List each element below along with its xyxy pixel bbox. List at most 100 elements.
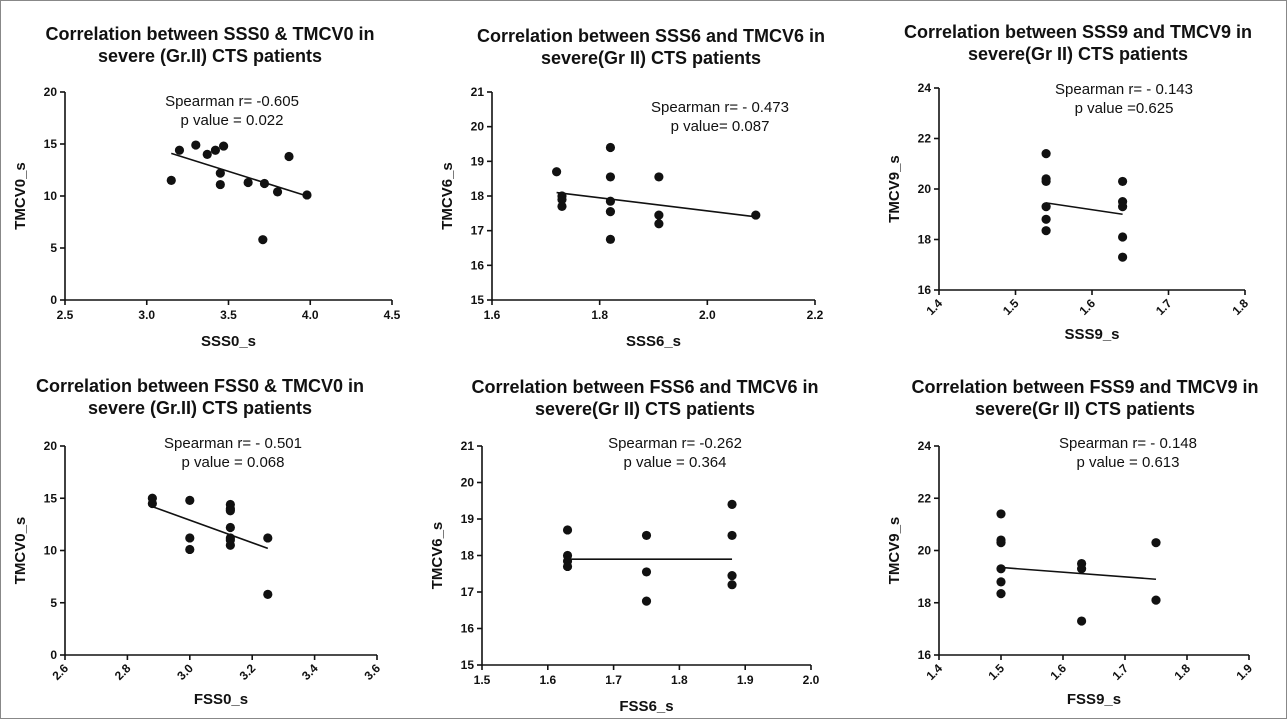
- data-point: [263, 589, 273, 599]
- x-tick-label: 1.5: [985, 661, 1007, 683]
- data-point: [557, 194, 567, 205]
- data-point: [191, 140, 201, 150]
- x-tick-label: 3.0: [138, 308, 155, 322]
- x-axis-label: SSS0_s: [201, 333, 256, 350]
- data-point: [225, 506, 235, 516]
- data-point: [1077, 564, 1087, 574]
- data-point: [641, 596, 652, 606]
- data-point: [996, 589, 1006, 599]
- chart-title-line: severe (Gr.II) CTS patients: [98, 46, 322, 66]
- y-tick-label: 21: [461, 439, 475, 453]
- chart-title-line: Correlation between SSS6 and TMCV6 in: [477, 26, 825, 46]
- stat-annotation: Spearman r= - 0.473: [651, 99, 789, 116]
- x-axis-label: SSS9_s: [1064, 326, 1119, 343]
- data-point: [258, 235, 268, 245]
- data-point: [1041, 202, 1051, 212]
- data-point: [727, 580, 737, 590]
- x-tick-label: 1.5: [1000, 296, 1022, 318]
- x-tick-label: 1.8: [671, 673, 688, 687]
- data-point: [727, 530, 737, 541]
- data-point: [1151, 538, 1161, 548]
- data-point: [1151, 595, 1161, 605]
- data-point: [210, 145, 221, 155]
- x-tick-label: 2.2: [807, 308, 824, 322]
- data-point: [1041, 214, 1051, 224]
- y-tick-label: 22: [918, 491, 932, 505]
- chart-panel-1: Correlation between SSS0 & TMCV0 insever…: [12, 24, 401, 350]
- stat-annotation: p value = 0.364: [623, 454, 726, 471]
- x-tick-label: 1.7: [1153, 296, 1175, 318]
- chart-panel-3: Correlation between SSS9 and TMCV9 insev…: [886, 22, 1252, 343]
- chart-title-line: severe(Gr II) CTS patients: [535, 399, 755, 419]
- x-tick-label: 1.8: [1171, 661, 1193, 683]
- data-point: [654, 172, 664, 182]
- y-tick-label: 18: [471, 189, 485, 203]
- data-point: [225, 522, 235, 533]
- y-tick-label: 16: [461, 622, 475, 636]
- data-point: [1041, 226, 1051, 236]
- data-point: [284, 151, 294, 162]
- data-point: [225, 540, 235, 550]
- x-tick-label: 2.6: [49, 661, 71, 683]
- data-point: [1118, 252, 1128, 262]
- chart-panel-6: Correlation between FSS9 and TMCV9 insev…: [886, 377, 1259, 708]
- data-point: [272, 187, 283, 197]
- chart-title-line: Correlation between FSS9 and TMCV9 in: [911, 377, 1258, 397]
- x-tick-label: 1.7: [1109, 661, 1131, 683]
- x-tick-label: 3.6: [361, 661, 383, 683]
- y-tick-label: 20: [461, 476, 475, 490]
- y-tick-label: 17: [471, 224, 485, 238]
- data-point: [996, 564, 1006, 574]
- x-tick-label: 1.6: [539, 673, 556, 687]
- data-point: [1118, 176, 1128, 187]
- data-point: [727, 570, 737, 581]
- chart-title-line: Correlation between FSS6 and TMCV6 in: [471, 377, 818, 397]
- x-tick-label: 4.5: [384, 308, 401, 322]
- y-tick-label: 20: [44, 439, 58, 453]
- data-point: [218, 141, 229, 151]
- data-point: [996, 509, 1006, 519]
- y-tick-label: 24: [918, 439, 932, 453]
- data-point: [1041, 176, 1051, 187]
- x-tick-label: 2.8: [112, 661, 134, 683]
- chart-title-line: Correlation between FSS0 & TMCV0 in: [36, 376, 364, 396]
- x-tick-label: 1.9: [1233, 661, 1255, 683]
- y-axis-label: TMCV6_s: [429, 522, 446, 590]
- y-tick-label: 0: [50, 293, 57, 307]
- y-axis-label: TMCV0_s: [12, 517, 29, 585]
- data-point: [215, 179, 225, 190]
- x-tick-label: 3.2: [237, 661, 259, 683]
- data-point: [243, 177, 253, 188]
- y-tick-label: 17: [461, 585, 475, 599]
- data-point: [1077, 616, 1087, 626]
- x-tick-label: 1.4: [923, 661, 945, 683]
- y-axis-label: TMCV6_s: [439, 162, 456, 230]
- regression-line: [1045, 202, 1123, 216]
- data-point: [605, 172, 616, 182]
- data-point: [552, 167, 562, 177]
- data-point: [641, 567, 652, 577]
- data-point: [996, 538, 1006, 548]
- y-tick-label: 0: [50, 648, 57, 662]
- y-tick-label: 18: [918, 233, 932, 247]
- y-tick-label: 20: [471, 120, 485, 134]
- y-tick-label: 5: [50, 241, 57, 255]
- data-point: [1118, 232, 1128, 242]
- stat-annotation: Spearman r= -0.262: [608, 435, 742, 452]
- y-tick-label: 18: [461, 549, 475, 563]
- data-point: [605, 196, 616, 206]
- regression-line: [171, 152, 308, 197]
- data-point: [654, 219, 664, 229]
- stat-annotation: Spearman r= -0.605: [165, 93, 299, 110]
- stat-annotation: p value= 0.087: [671, 118, 770, 135]
- chart-title-line: severe(Gr II) CTS patients: [541, 48, 761, 68]
- data-point: [562, 561, 573, 572]
- data-point: [263, 533, 273, 543]
- data-point: [185, 544, 195, 555]
- chart-panel-2: Correlation between SSS6 and TMCV6 insev…: [439, 26, 825, 350]
- x-tick-label: 1.9: [737, 673, 754, 687]
- y-tick-label: 20: [44, 85, 58, 99]
- data-point: [185, 495, 195, 505]
- y-tick-label: 15: [44, 491, 58, 505]
- x-tick-label: 1.7: [605, 673, 622, 687]
